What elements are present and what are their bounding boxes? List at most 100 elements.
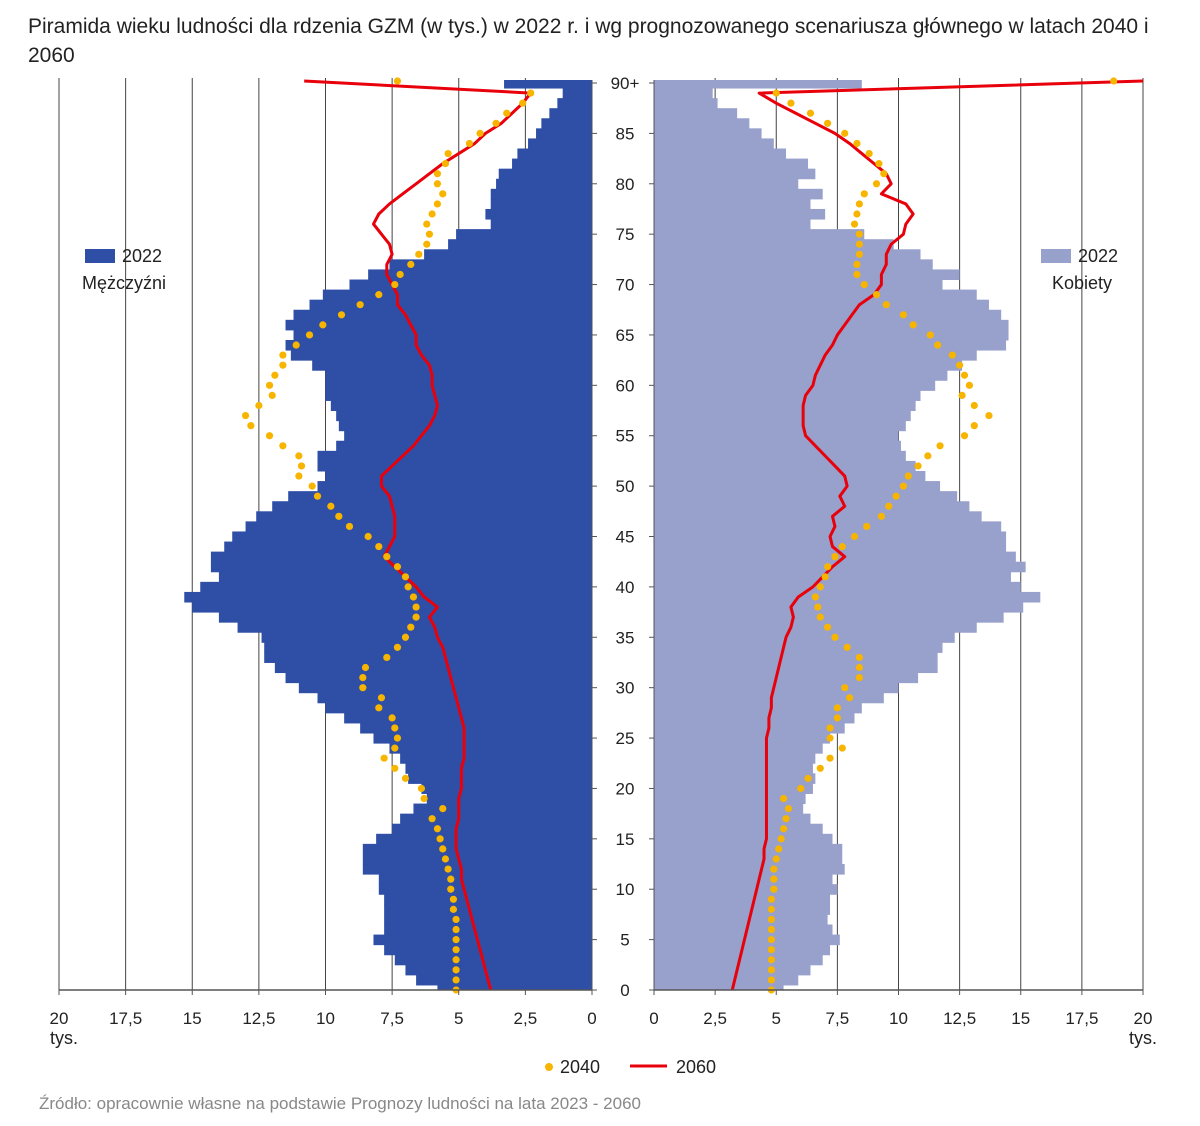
dot-women-2040-age-29 [846,694,854,702]
dot-women-2040-age-12 [770,865,778,873]
dot-men-2040-age-82 [441,160,450,168]
bar-men-2022-age-39 [184,591,592,603]
dot-women-2040-age-74 [855,240,863,248]
bar-women-2022-age-78 [654,198,811,210]
dot-women-2040-age-3 [767,956,775,964]
dot-women-2040-age-34 [843,643,851,651]
legend-bottom: 2040 2060 [545,1057,716,1077]
dot-women-2040-age-66 [909,321,917,329]
bar-women-2022-age-12 [654,864,845,875]
dot-women-2040-age-48 [885,502,893,510]
dot-men-2040-age-29 [377,694,386,702]
dot-men-2040-age-5 [452,936,460,944]
dot-women-2040-age-6 [767,925,775,934]
dot-women-2040-age-79 [860,190,868,198]
dot-women-2040-age-22 [816,764,824,772]
dot-men-2040-age-64 [292,341,300,349]
dot-women-2040-age-60 [965,381,974,389]
age-tick-label: 90+ [611,74,640,93]
dot-women-2040-age-39 [811,593,819,601]
dot-women-2040-age-62 [956,361,964,369]
bar-women-2022-age-51 [654,470,926,482]
bar-women-2022-age-88 [654,98,718,109]
dot-women-2040-age-21 [804,774,812,782]
bar-men-2022-age-82 [512,158,592,170]
bar-women-2022-age-77 [654,208,826,220]
dot-women-2040-age-17 [782,815,790,823]
dot-men-2040-age-14 [439,845,447,853]
dot-men-2040-age-12 [444,865,452,873]
dot-men-2040-age-62 [279,361,287,369]
bar-men-2022-age-89 [562,88,592,99]
dot-men-2040-age-30 [359,684,367,692]
bar-women-2022-age-74 [654,239,894,250]
dot-men-2040-age-69 [375,291,383,299]
dot-women-2040-age-54 [936,442,944,450]
dot-women-2040-age-85 [841,129,849,137]
age-tick-label: 60 [616,376,635,395]
age-tick-label: 80 [616,175,635,194]
age-tick-label: 20 [616,779,635,798]
x-tick-label-left: 5 [454,1009,463,1028]
dot-men-2040-age-84 [465,139,474,148]
dot-men-2040-age-22 [391,764,399,772]
dot-men-2040-age-23 [380,754,388,762]
age-tick-label: 45 [616,528,635,547]
dot-men-2040-age-36 [407,623,415,631]
legend-label-women-2022: 2022 [1078,246,1118,266]
age-tick-label: 5 [620,931,629,950]
dot-women-2040-age-38 [814,603,822,611]
dot-men-2040-age-32 [361,663,370,672]
dot-men-2040-age-35 [401,633,410,641]
bar-men-2022-age-72 [389,259,592,270]
bar-women-2022-age-5 [654,934,840,946]
bar-men-2022-age-60 [325,380,592,391]
dot-men-2040-age-47 [335,512,343,520]
dot-men-2040-age-76 [423,220,431,228]
age-tick-label: 65 [616,326,635,345]
dot-men-2040-age-87 [503,109,511,117]
dot-women-2040-age-23 [826,754,834,762]
bar-men-2022-age-62 [312,360,592,371]
dot-women-2040-age-77 [853,210,861,218]
bar-men-2022-age-61 [325,370,592,381]
bar-women-2022-age-29 [654,692,884,704]
bar-women-2022-age-56 [654,420,906,432]
x-tick-label-right: 17,5 [1065,1009,1098,1028]
bar-women-2022-age-70 [654,279,943,291]
dot-men-2040-age-1 [452,976,460,984]
dot-women-2040-age-28 [833,704,841,712]
bar-men-2022-age-0 [437,984,592,991]
bar-men-2022-age-11 [378,874,592,885]
bar-women-2022-age-18 [654,803,804,815]
dot-women-2040-age-64 [934,341,942,349]
dot-men-2040-age-42 [393,563,402,571]
bar-women-2022-age-61 [654,370,948,381]
bar-women-2022-age-8 [654,904,831,915]
dot-men-2040-age-88 [519,99,527,107]
bar-men-2022-age-73 [424,249,592,260]
bar-women-2022-age-27 [654,712,855,724]
x-tick-label-left: 20 [50,1009,69,1028]
dot-women-2040-age-84 [853,139,861,148]
dot-men-2040-age-38 [412,603,420,611]
x-tick-label-right: 7,5 [826,1009,850,1028]
dot-men-2040-age-37 [412,613,420,621]
dot-men-2040-age-63 [279,351,287,359]
dot-men-2040-age-70 [391,280,399,289]
x-tick-label-left: 17,5 [109,1009,142,1028]
dot-men-2040-age-8 [449,905,458,913]
age-tick-label: 55 [616,427,635,446]
bar-women-2022-age-30 [654,682,899,694]
bar-men-2022-age-77 [485,208,592,220]
dot-women-2040-age-59 [958,391,966,400]
bar-men-2022-age-3 [394,954,592,966]
bar-women-2022-age-24 [654,743,823,754]
bar-women-2022-age-21 [654,773,816,784]
bar-women-2022-age-0 [654,984,784,991]
bar-men-2022-age-79 [490,188,592,200]
dot-women-2040-age-11 [770,875,778,883]
dot-women-2040-age-14 [775,845,783,853]
x-tick-label-right: 5 [772,1009,781,1028]
